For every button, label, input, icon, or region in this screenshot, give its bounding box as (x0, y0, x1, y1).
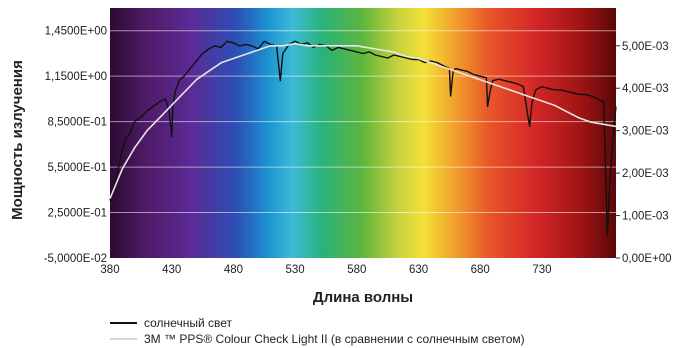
y-right-tick-label: 3,00E-03 (622, 126, 669, 138)
y-left-tick-label: 2,5000E-01 (48, 208, 107, 220)
y-right-tick-label: 1,00E-03 (622, 211, 669, 223)
series-line-lamp (109, 42, 617, 199)
y-left-tick-label: 5,5000E-01 (48, 162, 107, 174)
x-tick-labels: 380 430 480 530 580 630 680 730 (100, 264, 551, 276)
x-tick-label: 380 (100, 264, 119, 276)
gridlines (110, 30, 616, 214)
plot-background (110, 8, 616, 258)
x-tick-label: 480 (224, 264, 243, 276)
x-tick-label: 730 (532, 264, 551, 276)
x-tick-label: 530 (286, 264, 305, 276)
y-right-tick-labels: 0,00E+00 1,00E-03 2,00E-03 3,00E-03 4,00E-03… (616, 41, 672, 265)
y-left-tick-label: 8,5000E-01 (48, 117, 107, 129)
x-tick-label: 580 (347, 264, 366, 276)
x-tick-label: 430 (162, 264, 181, 276)
y-left-tick-label: 1,1500E+00 (45, 71, 107, 83)
y-right-tick-label: 4,00E-03 (622, 83, 669, 95)
series-line-sunlight (109, 40, 617, 237)
legend-label-lamp: 3M ™ PPS® Colour Check Light II (в сравн… (144, 332, 525, 346)
y-axis-title: Мощность излучения (9, 60, 26, 220)
y-right-tick-label: 2,00E-03 (622, 168, 669, 180)
x-axis-title: Длина волны (313, 289, 413, 306)
x-tick-label: 680 (471, 264, 490, 276)
y-right-tick-label: 0,00E+00 (622, 253, 672, 265)
y-right-tick-label: 5,00E-03 (622, 41, 669, 53)
y-left-tick-label: -5,0000E-02 (44, 253, 107, 265)
y-left-tick-label: 1,4500E+00 (45, 26, 107, 38)
series-lines (109, 40, 617, 237)
y-left-tick-labels: -5,0000E-02 2,5000E-01 5,5000E-01 8,5000E-0… (44, 26, 107, 265)
legend-label-sunlight: солнечный свет (144, 316, 233, 330)
legend: солнечный свет 3M ™ PPS® Colour Check Li… (110, 316, 525, 346)
x-tick-label: 630 (409, 264, 428, 276)
